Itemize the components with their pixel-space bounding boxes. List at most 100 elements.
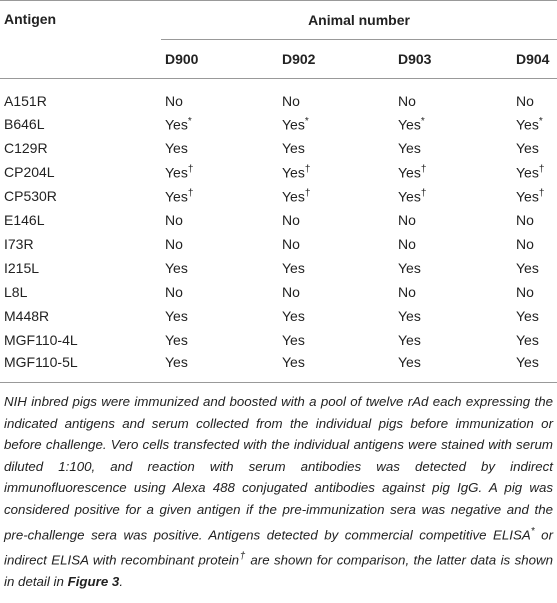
result-cell: Yes [512, 352, 557, 383]
antigen-cell: E146L [4, 212, 45, 228]
group-header: Animal number [161, 0, 557, 40]
result-cell: Yes [394, 352, 512, 383]
table-row: M448R Yes Yes Yes Yes [0, 304, 557, 328]
antigen-cell: A151R [4, 93, 47, 109]
result-cell: Yes [398, 140, 421, 156]
figure-ref: Figure 3 [67, 573, 120, 589]
table-row: L8L No No No No [0, 280, 557, 304]
table-row: MGF110-5L Yes Yes Yes Yes [0, 352, 557, 383]
result-cell: Yes [516, 260, 539, 276]
result-mark: * [420, 115, 425, 127]
antigen-cell: C129R [4, 140, 48, 156]
result-cell: Yes [165, 140, 188, 156]
antigen-cell: CP204L [4, 164, 55, 180]
result-text: Yes [398, 164, 421, 181]
antigen-cell: CP530R [4, 188, 57, 204]
result-cell: Yes [278, 352, 394, 383]
result-cell: No [165, 212, 183, 228]
note-text: are shown for comparison, the latter dat… [4, 552, 554, 589]
result-text: Yes [165, 116, 188, 133]
result-cell: Yes† [161, 184, 278, 208]
note-mark: * [530, 525, 535, 537]
result-cell: Yes [516, 308, 539, 324]
result-cell: Yes [165, 332, 188, 348]
result-text: Yes [398, 188, 421, 205]
antigen-header: Antigen [0, 0, 161, 79]
result-mark: * [538, 115, 543, 127]
antigen-cell: L8L [4, 284, 28, 300]
result-cell: No [398, 236, 416, 252]
result-cell: No [282, 93, 300, 109]
column-header: D903 [394, 39, 512, 79]
table-row: A151R No No No No [0, 79, 557, 113]
result-cell: Yes [398, 260, 421, 276]
table-row: I215L Yes Yes Yes Yes [0, 256, 557, 280]
result-mark: † [187, 163, 194, 175]
result-cell: No [282, 212, 300, 228]
note-text: or indirect ELISA with recombinant prote… [4, 526, 553, 567]
result-cell: No [516, 212, 534, 228]
result-text: Yes [282, 116, 305, 133]
result-cell: Yes* [278, 112, 394, 136]
antigen-cell: I215L [4, 260, 40, 276]
result-cell: Yes† [394, 184, 512, 208]
result-cell: Yes† [512, 160, 557, 184]
result-cell: Yes* [394, 112, 512, 136]
result-mark: † [538, 187, 545, 199]
subheader-row: D900 D902 D903 D904 [0, 39, 557, 79]
result-cell: Yes† [278, 184, 394, 208]
result-text: Yes [516, 164, 539, 181]
result-cell: Yes [398, 332, 421, 348]
table-body: A151R No No No No B646L Yes* Yes* Yes* Yes* C129R Y… [0, 79, 557, 383]
result-cell: No [398, 284, 416, 300]
result-cell: Yes [165, 308, 188, 324]
result-cell: No [165, 284, 183, 300]
antigen-cell: M448R [4, 308, 50, 324]
result-cell: Yes† [278, 160, 394, 184]
result-cell: Yes [282, 332, 305, 348]
result-mark: * [304, 115, 309, 127]
antigen-cell: MGF110-4L [4, 332, 78, 348]
header-row: Antigen Animal number [0, 0, 557, 79]
column-header: D902 [278, 39, 394, 79]
result-mark: † [304, 163, 311, 175]
result-text: Yes [516, 116, 539, 133]
result-cell: No [282, 284, 300, 300]
result-cell: Yes* [161, 112, 278, 136]
table-row: C129R Yes Yes Yes Yes [0, 136, 557, 160]
antigen-cell: B646L [4, 116, 45, 132]
result-cell: No [165, 93, 183, 109]
note-mark: † [239, 550, 247, 562]
result-cell: Yes [282, 140, 305, 156]
result-cell: No [398, 212, 416, 228]
result-mark: † [304, 187, 311, 199]
result-cell: Yes† [394, 160, 512, 184]
result-cell: Yes* [512, 112, 557, 136]
result-text: Yes [165, 188, 188, 205]
table-row: CP204L Yes† Yes† Yes† Yes† [0, 160, 557, 184]
result-cell: No [516, 284, 534, 300]
result-mark: † [420, 187, 427, 199]
table-note: NIH inbred pigs were immunized and boost… [4, 391, 553, 592]
result-text: Yes [282, 188, 305, 205]
table-row: E146L No No No No [0, 208, 557, 232]
column-header: D904 [512, 39, 557, 79]
result-cell: Yes [165, 260, 188, 276]
result-mark: † [420, 163, 427, 175]
table-row: CP530R Yes† Yes† Yes† Yes† [0, 184, 557, 208]
antigen-cell: MGF110-5L [0, 352, 161, 383]
note-text: . [119, 573, 124, 589]
result-cell: Yes [398, 308, 421, 324]
result-cell: Yes [516, 332, 539, 348]
result-cell: Yes [516, 140, 539, 156]
result-cell: No [398, 93, 416, 109]
result-text: Yes [282, 164, 305, 181]
column-header: D900 [161, 39, 278, 79]
result-mark: † [538, 163, 545, 175]
result-text: Yes [165, 164, 188, 181]
result-cell: No [165, 236, 183, 252]
result-cell: No [516, 236, 534, 252]
result-cell: Yes [282, 308, 305, 324]
result-cell: Yes [161, 352, 278, 383]
